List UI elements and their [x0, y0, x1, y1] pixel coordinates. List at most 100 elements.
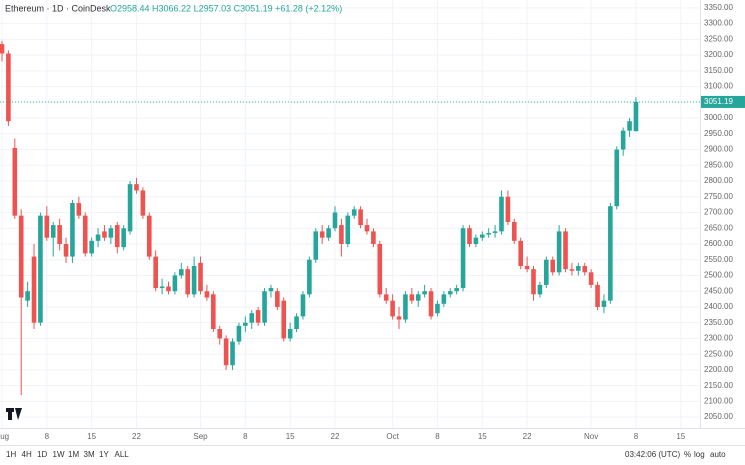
candle-body	[492, 231, 498, 233]
candle-body	[275, 291, 280, 307]
scale-option[interactable]: %	[684, 450, 691, 459]
candle-body	[236, 325, 242, 342]
y-tick-label: 2950.00	[704, 129, 733, 138]
y-tick-label: 2600.00	[704, 239, 733, 248]
candle-body	[627, 121, 632, 131]
candle-body	[230, 341, 235, 366]
x-tick-label: 15	[478, 432, 487, 441]
candle-body	[467, 228, 472, 244]
candle-body	[313, 231, 319, 260]
candle-body	[255, 310, 261, 323]
candle-body	[57, 225, 62, 244]
y-tick-label: 2850.00	[704, 160, 733, 169]
x-tick-label: 8	[45, 432, 50, 441]
candle-body	[614, 149, 620, 207]
candle-body	[422, 291, 427, 295]
x-tick-label: 22	[331, 432, 340, 441]
candle-body	[454, 288, 459, 292]
ohlc-legend: O2958.44 H3066.22 L2957.03 C3051.19 +61.…	[110, 3, 342, 13]
y-tick-label: 2400.00	[704, 302, 733, 311]
y-tick-label: 2300.00	[704, 334, 733, 343]
y-tick-label: 3200.00	[704, 50, 733, 59]
candle-body	[351, 209, 357, 216]
candle-body	[569, 269, 575, 271]
candle-body	[262, 291, 267, 323]
candle-body	[633, 101, 639, 132]
timeframe-button[interactable]: ALL	[115, 450, 130, 459]
timeframe-button[interactable]: 1D	[37, 450, 47, 459]
candle-body	[409, 294, 415, 301]
y-tick-label: 2450.00	[704, 286, 733, 295]
candle-body	[595, 284, 600, 307]
candle-body	[531, 269, 536, 295]
candle-body	[390, 300, 395, 317]
candle-body	[198, 262, 203, 292]
candle-body	[479, 234, 485, 238]
y-tick-label: 2650.00	[704, 223, 733, 232]
candle-body	[505, 196, 511, 222]
tv-logo	[6, 408, 22, 420]
timeframe-button[interactable]: 1M	[68, 450, 79, 459]
candles	[0, 40, 700, 396]
y-tick-label: 2100.00	[704, 396, 733, 405]
timeframe-button[interactable]: 4H	[22, 450, 32, 459]
candle-body	[70, 203, 75, 257]
candle-body	[102, 231, 107, 238]
y-tick-label: 2050.00	[704, 412, 733, 421]
y-tick-label: 3100.00	[704, 82, 733, 91]
timeframe-button[interactable]: 1Y	[99, 450, 109, 459]
candle-body	[524, 266, 530, 270]
candle-body	[44, 215, 50, 238]
candle-body	[537, 284, 543, 295]
candle-body	[550, 259, 556, 273]
candle-body	[588, 272, 594, 285]
y-tick-label: 2200.00	[704, 365, 733, 374]
y-tick-label: 3150.00	[704, 66, 733, 75]
y-tick-label: 2700.00	[704, 208, 733, 217]
candle-body	[31, 256, 37, 323]
candle-body	[544, 259, 549, 285]
grid	[0, 0, 700, 428]
candle-body	[435, 303, 440, 314]
scale-option[interactable]: auto	[710, 450, 726, 459]
candle-body	[204, 291, 210, 298]
candle-body	[223, 338, 229, 366]
timeframe-button[interactable]: 1H	[6, 450, 16, 459]
candle-body	[294, 316, 299, 329]
last-price-label: 3051.19	[704, 97, 733, 106]
x-tick-label: Sep	[193, 432, 208, 441]
scale-option[interactable]: log	[694, 450, 705, 459]
candle-body	[114, 225, 120, 248]
candle-body	[300, 294, 306, 317]
candle-body	[287, 328, 293, 339]
candle-body	[377, 243, 383, 295]
axes: 2050.00 2100.00 2150.00 2200.00 2250.00 2300.…	[0, 3, 745, 441]
candle-body	[396, 316, 402, 320]
x-tick-label: 8	[435, 432, 440, 441]
x-tick-label: Oct	[386, 432, 399, 441]
clock: 03:42:06 (UTC)	[625, 450, 680, 459]
candle-body	[511, 221, 517, 241]
candle-body	[307, 259, 312, 295]
timeframe-button[interactable]: 3M	[84, 450, 95, 459]
candle-body	[563, 231, 568, 270]
candle-body	[556, 231, 562, 273]
candle-body	[12, 147, 18, 216]
toolbar: 1H 4H 1D 1W 1M 3M 1Y ALL 03:42:06 (UTC)% log auto	[6, 450, 726, 459]
x-tick-label: Nov	[584, 432, 598, 441]
y-tick-label: 2550.00	[704, 255, 733, 264]
candle-body	[364, 225, 370, 232]
x-tick-label: 22	[132, 432, 141, 441]
candle-body	[576, 266, 581, 271]
candle-body	[217, 328, 223, 339]
x-tick-label: 15	[286, 432, 295, 441]
candle-body	[403, 294, 408, 320]
candle-body	[601, 300, 607, 307]
candle-body	[0, 44, 5, 54]
y-tick-label: 2750.00	[704, 192, 733, 201]
candle-body	[140, 190, 146, 216]
timeframe-button[interactable]: 1W	[53, 450, 65, 459]
candle-body	[358, 209, 363, 226]
y-tick-label: 2900.00	[704, 145, 733, 154]
